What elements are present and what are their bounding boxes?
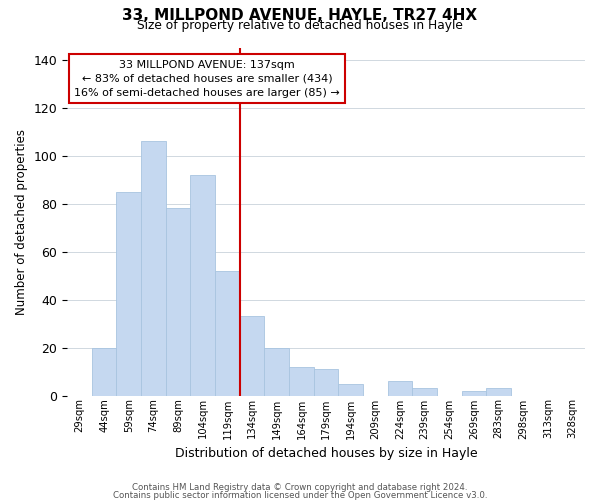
Bar — [487, 388, 511, 396]
Bar — [265, 348, 289, 396]
Bar — [462, 390, 487, 396]
Bar — [215, 270, 240, 396]
Text: 33, MILLPOND AVENUE, HAYLE, TR27 4HX: 33, MILLPOND AVENUE, HAYLE, TR27 4HX — [122, 8, 478, 22]
Bar — [116, 192, 141, 396]
Text: 33 MILLPOND AVENUE: 137sqm
← 83% of detached houses are smaller (434)
16% of sem: 33 MILLPOND AVENUE: 137sqm ← 83% of deta… — [74, 60, 340, 98]
Bar — [92, 348, 116, 396]
Bar — [388, 381, 412, 396]
X-axis label: Distribution of detached houses by size in Hayle: Distribution of detached houses by size … — [175, 447, 478, 460]
Y-axis label: Number of detached properties: Number of detached properties — [15, 128, 28, 314]
Bar — [240, 316, 265, 396]
Bar — [289, 366, 314, 396]
Text: Contains HM Land Registry data © Crown copyright and database right 2024.: Contains HM Land Registry data © Crown c… — [132, 484, 468, 492]
Bar — [141, 141, 166, 396]
Bar — [314, 369, 338, 396]
Bar — [190, 174, 215, 396]
Text: Contains public sector information licensed under the Open Government Licence v3: Contains public sector information licen… — [113, 490, 487, 500]
Text: Size of property relative to detached houses in Hayle: Size of property relative to detached ho… — [137, 18, 463, 32]
Bar — [412, 388, 437, 396]
Bar — [338, 384, 363, 396]
Bar — [166, 208, 190, 396]
